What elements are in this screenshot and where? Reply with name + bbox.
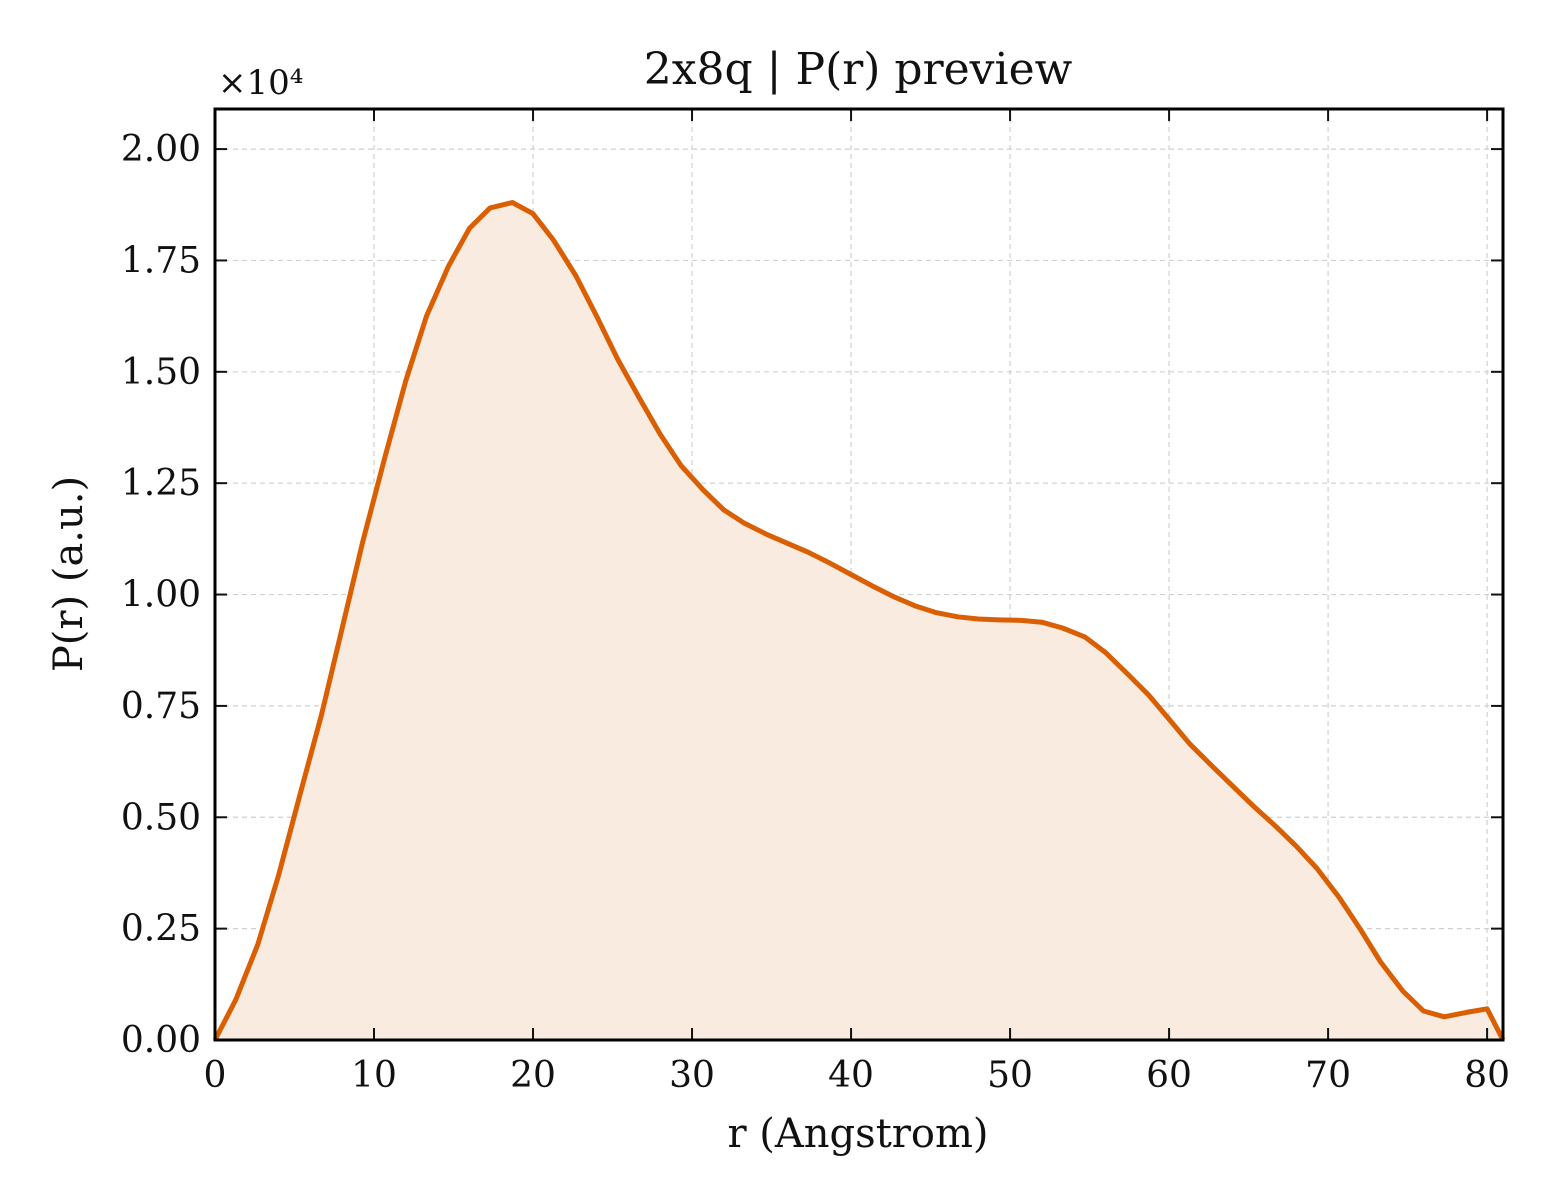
x-tick-label: 20 [510, 1055, 556, 1096]
x-tick-label: 70 [1305, 1055, 1351, 1096]
pr-curve-line [212, 200, 1506, 1042]
x-tick-label: 10 [351, 1055, 397, 1096]
x-tick-label: 30 [669, 1055, 715, 1096]
x-tick-label: 0 [204, 1055, 227, 1096]
y-tick-label: 0.25 [121, 909, 201, 950]
y-axis-label: P(r) (a.u.) [46, 476, 92, 672]
y-tick-label: 1.00 [121, 575, 201, 616]
y-tick-label: 0.00 [121, 1020, 201, 1061]
y-tick-label: 1.25 [121, 463, 201, 504]
x-axis-label: r (Angstrom) [727, 1111, 988, 1157]
x-tick-label: 50 [987, 1055, 1033, 1096]
x-tick-label: 60 [1146, 1055, 1192, 1096]
y-tick-label: 0.75 [121, 686, 201, 727]
y-tick-label: 1.75 [121, 240, 201, 281]
pr-area-fill [215, 202, 1503, 1040]
x-tick-label: 40 [828, 1055, 874, 1096]
y-scale-multiplier: ×10⁴ [218, 63, 303, 103]
y-tick-label: 1.50 [121, 352, 201, 393]
y-tick-label: 0.50 [121, 797, 201, 838]
y-tick-label: 2.00 [121, 129, 201, 170]
plot-frame [213, 107, 1505, 1042]
chart-title: 2x8q | P(r) preview [644, 44, 1073, 95]
x-tick-label: 80 [1464, 1055, 1510, 1096]
